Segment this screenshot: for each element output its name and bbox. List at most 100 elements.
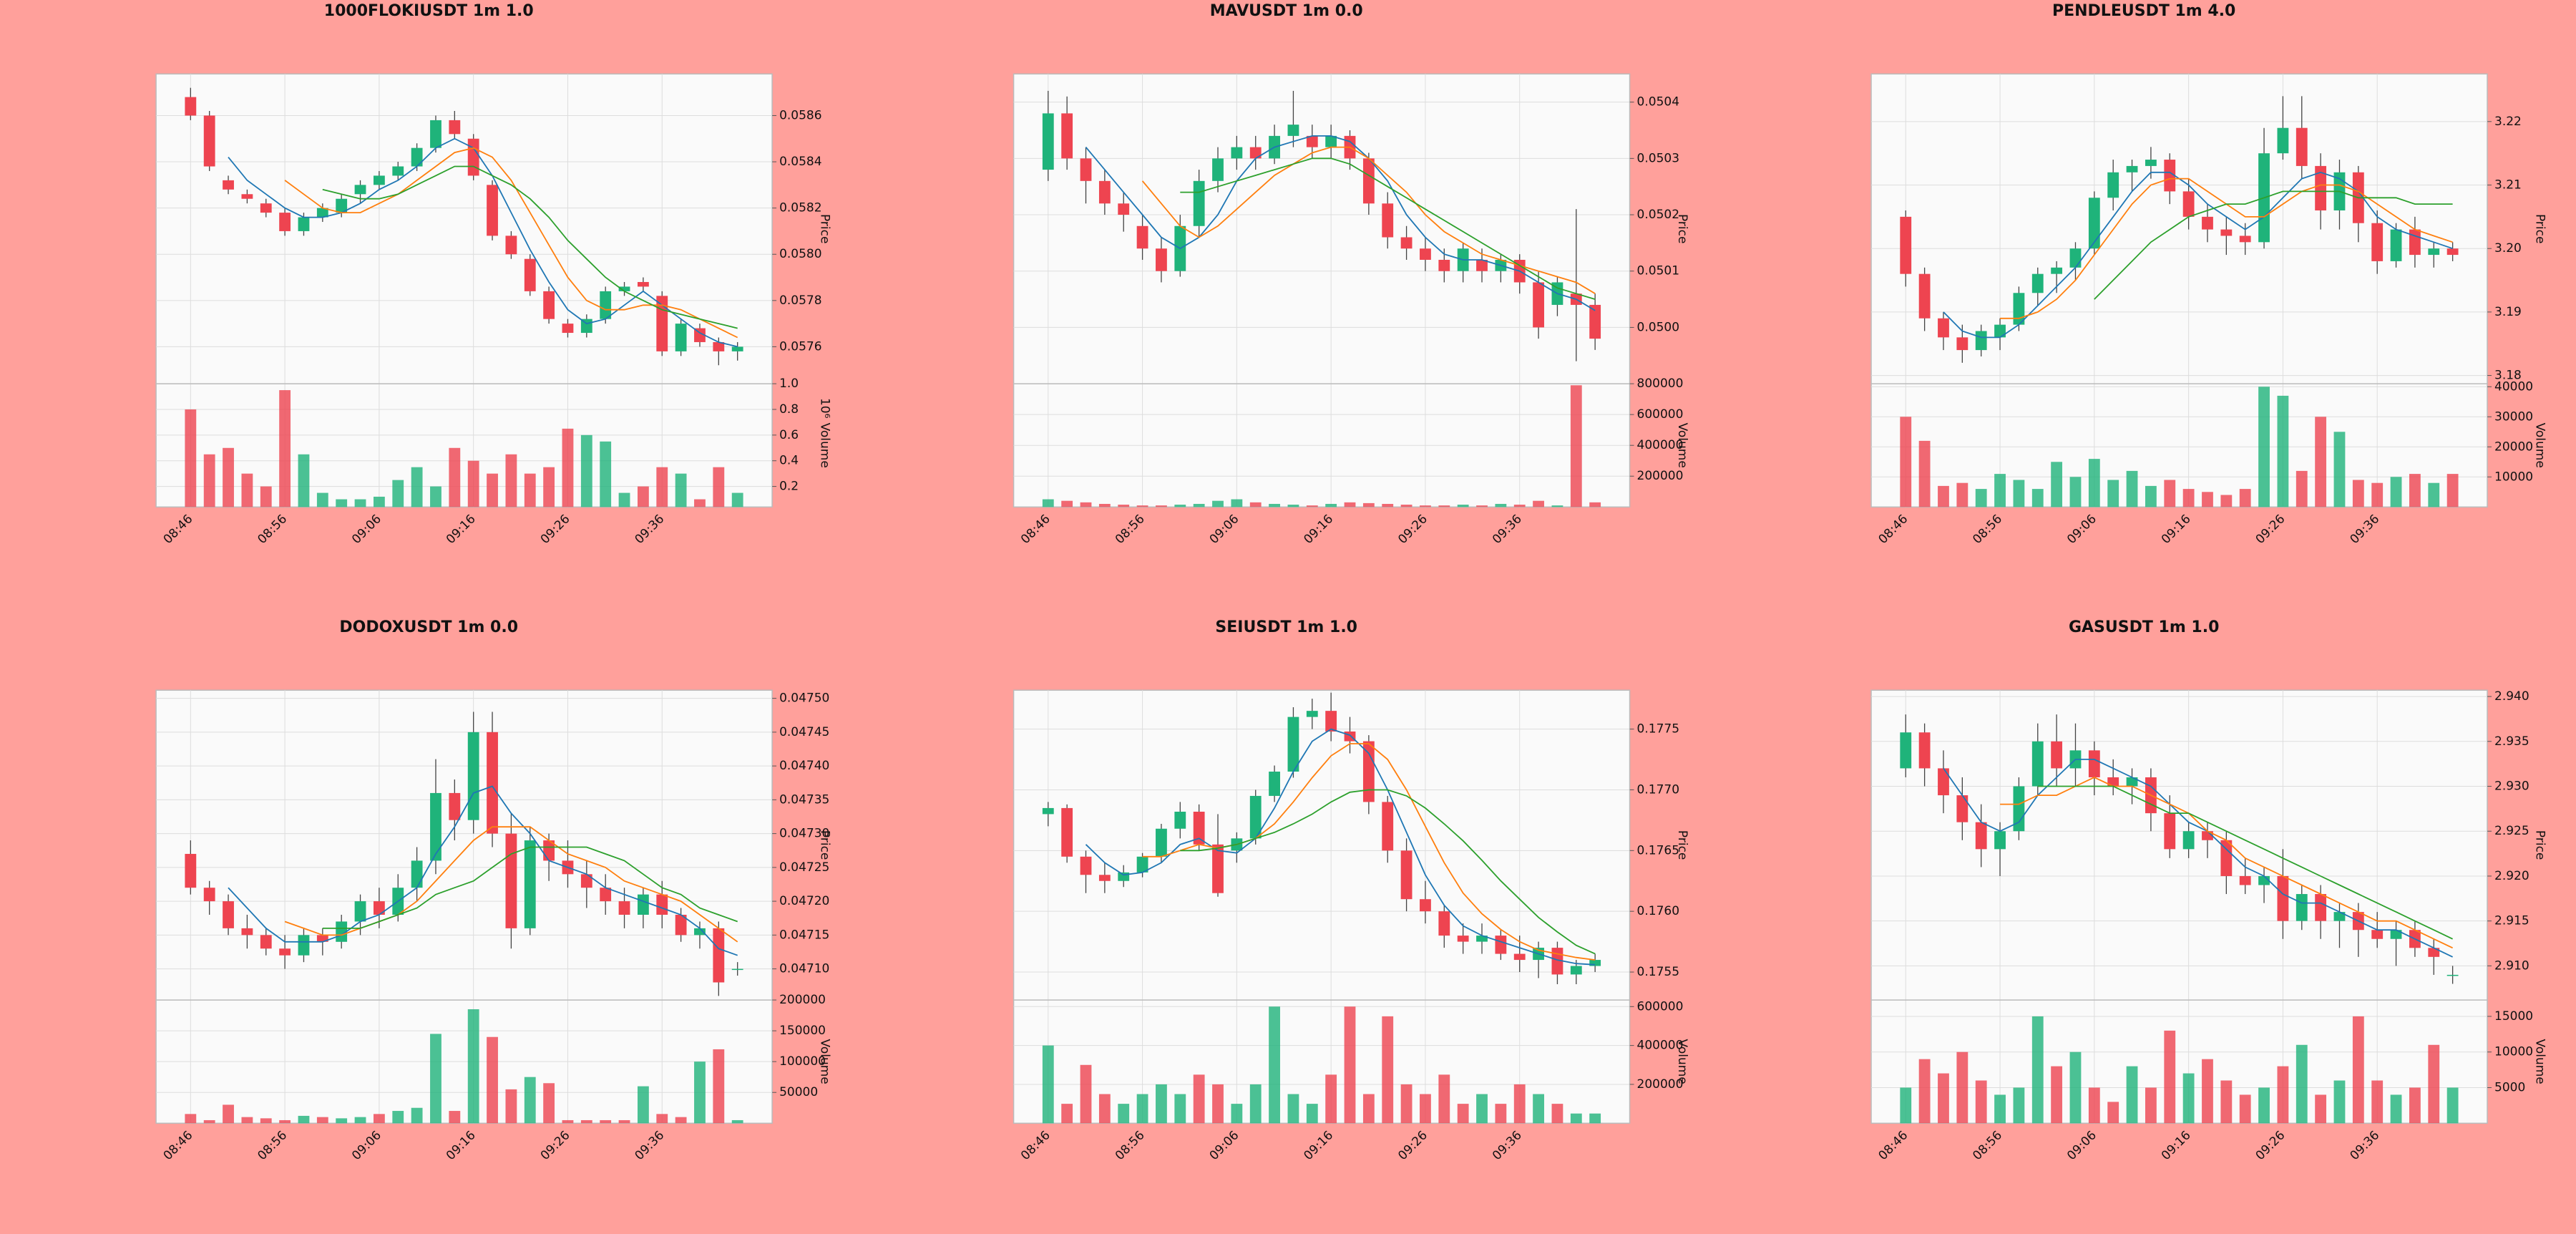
candle-body xyxy=(316,208,328,218)
volume-bar xyxy=(411,467,423,507)
volume-bar xyxy=(1269,503,1280,507)
volume-bar xyxy=(524,1077,536,1124)
volume-bar xyxy=(430,486,441,507)
volume-bar xyxy=(1306,1104,1318,1124)
x-tick-label: 09:26 xyxy=(2253,1128,2288,1163)
y-tick-label: 2.940 xyxy=(2494,689,2529,704)
volume-tick-label: 10000 xyxy=(2494,1045,2533,1059)
volume-bar xyxy=(600,441,612,507)
candle-body xyxy=(185,97,197,116)
candle-body xyxy=(1476,936,1488,942)
volume-bar xyxy=(1956,1051,1968,1124)
volume-bar xyxy=(373,496,385,507)
candle-body xyxy=(203,115,215,167)
plot-area xyxy=(1013,73,1631,508)
volume-bar xyxy=(1136,505,1148,507)
volume-bar xyxy=(1249,502,1262,507)
volume-bar xyxy=(1344,502,1356,507)
candle-body xyxy=(1136,856,1148,873)
plot-area xyxy=(1013,689,1631,1124)
volume-tick-label: 200000 xyxy=(1637,469,1684,483)
volume-bar xyxy=(2239,489,2251,507)
volume-bar xyxy=(279,390,291,507)
volume-bar xyxy=(1325,1074,1337,1124)
volume-bar xyxy=(1080,502,1092,507)
candle-body xyxy=(1118,203,1130,215)
candle-body xyxy=(1918,273,1931,319)
y-tick-label: 0.1770 xyxy=(1637,782,1679,797)
chart-title: GASUSDT 1m 1.0 xyxy=(2069,618,2219,636)
candle-body xyxy=(1287,125,1299,136)
candle-body xyxy=(2220,840,2233,876)
candle-body xyxy=(1975,822,1987,850)
volume-axis-label: Volume xyxy=(1675,1039,1689,1084)
y-tick-label: 2.935 xyxy=(2494,734,2529,749)
candle-body xyxy=(2371,223,2384,261)
volume-tick-label: 400000 xyxy=(1637,438,1684,452)
candle-body xyxy=(373,175,385,185)
candle-body xyxy=(1420,248,1431,260)
volume-bar xyxy=(260,1118,272,1124)
volume-bar xyxy=(1994,474,2006,507)
volume-bar xyxy=(2333,1080,2346,1124)
x-tick-label: 09:16 xyxy=(2159,1128,2194,1163)
volume-bar xyxy=(2428,1044,2440,1124)
volume-bar xyxy=(2428,482,2440,507)
volume-bar xyxy=(1118,1104,1130,1124)
x-tick-label: 09:36 xyxy=(633,1128,668,1163)
y-tick-label: 3.22 xyxy=(2494,115,2522,129)
volume-bar xyxy=(1042,499,1054,507)
candle-body xyxy=(2446,974,2459,976)
moving-average-line xyxy=(1943,759,2453,958)
candle-body xyxy=(223,180,234,190)
volume-bar xyxy=(1382,503,1394,507)
volume-tick-label: 20000 xyxy=(2494,439,2533,454)
candle-body xyxy=(2126,165,2138,173)
x-tick-label: 09:16 xyxy=(444,512,479,547)
y-tick-label: 0.04710 xyxy=(779,962,829,976)
volume-bar xyxy=(316,1117,328,1124)
volume-bar xyxy=(580,1119,592,1124)
candle-body xyxy=(1269,771,1280,796)
volume-bar xyxy=(1975,489,1987,507)
candle-body xyxy=(505,235,517,255)
y-tick-label: 0.0584 xyxy=(779,155,821,169)
volume-bar xyxy=(449,1111,461,1124)
volume-bar xyxy=(1287,505,1299,507)
x-tick-label: 08:46 xyxy=(1876,512,1911,547)
volume-bar xyxy=(2164,1030,2176,1124)
volume-bar xyxy=(1495,503,1507,507)
plot-area xyxy=(1870,73,2488,508)
volume-bar xyxy=(1570,385,1582,507)
volume-bar xyxy=(1457,1104,1469,1124)
volume-bar xyxy=(336,499,348,507)
volume-bar xyxy=(1513,1084,1526,1124)
candle-body xyxy=(2051,741,2063,769)
y-tick-label: 0.04750 xyxy=(779,691,829,706)
volume-bar xyxy=(2051,462,2063,507)
candle-body xyxy=(1061,807,1073,857)
volume-bar xyxy=(2126,470,2138,507)
candle-body xyxy=(1589,960,1601,966)
y-tick-label: 3.18 xyxy=(2494,369,2522,383)
volume-bar xyxy=(487,1036,498,1124)
candle-body xyxy=(2277,127,2289,154)
volume-bar xyxy=(637,1086,649,1124)
candle-body xyxy=(1975,331,1987,351)
candle-body xyxy=(1938,318,1949,338)
volume-bar xyxy=(1420,1094,1431,1124)
x-tick-label: 09:26 xyxy=(1395,512,1430,547)
x-tick-label: 09:36 xyxy=(633,512,668,547)
candle-body xyxy=(675,915,687,936)
volume-tick-label: 0.8 xyxy=(779,402,799,417)
volume-bar xyxy=(411,1107,423,1124)
y-tick-label: 0.04735 xyxy=(779,792,829,807)
volume-bar xyxy=(203,454,215,507)
candle-body xyxy=(2013,786,2025,832)
price-axis-label: Price xyxy=(1675,830,1689,860)
candle-body xyxy=(1994,831,2006,850)
volume-bar xyxy=(2220,495,2233,507)
moving-average-line xyxy=(228,785,738,956)
candle-body xyxy=(2296,127,2308,166)
